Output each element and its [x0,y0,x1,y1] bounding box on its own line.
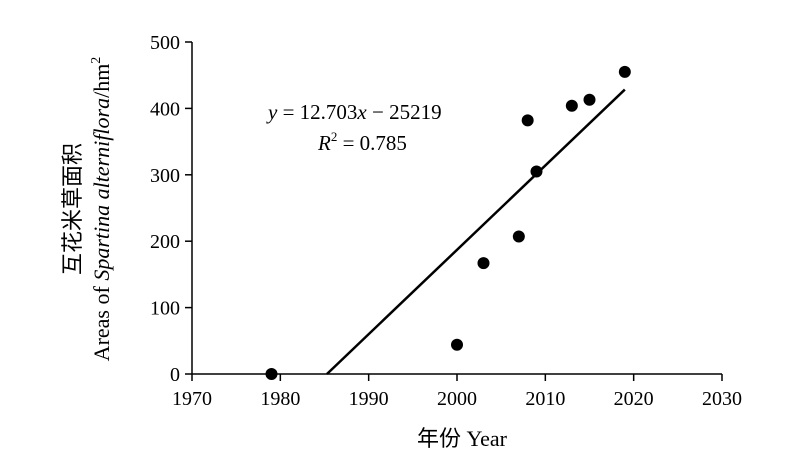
r-var: R [317,131,331,155]
y-tick-label: 300 [150,165,180,187]
x-tick-label: 2030 [702,388,742,410]
x-tick-label: 2000 [437,388,477,410]
x-tick-label: 1980 [260,388,300,410]
eq-x-var: x [356,100,367,124]
data-point [265,368,278,380]
data-point [477,257,490,270]
r-rest: = 0.785 [337,131,407,155]
eq-y-var: y [266,100,278,124]
data-point [565,99,578,112]
r-squared: R2 = 0.785 [317,129,407,155]
x-tick-label: 2010 [525,388,565,410]
r-sup: 2 [331,129,338,144]
y-tick-label: 500 [150,32,180,54]
y-axis-title-en: Areas of Spartina alterniflora/hm2 [89,57,114,362]
y-axis-title-sup: 2 [89,57,104,64]
x-tick-label: 1970 [172,388,212,410]
data-point [583,93,596,106]
trendline [326,88,626,375]
eq-mid: = 12.703 [277,100,357,124]
data-point [512,230,525,243]
data-points [265,65,631,380]
y-axis-title-species: Spartina alterniflora [89,98,114,281]
x-axis-title: 年份 Year [417,426,508,451]
y-axis-title-prefix: Areas of [89,281,114,362]
y-axis-title-cn: 互花米草面积 [60,143,85,275]
eq-tail: − 25219 [367,100,442,124]
trendline-layer [326,88,626,375]
data-point [521,114,534,127]
y-tick-label: 200 [150,231,180,253]
x-tick-label: 1990 [349,388,389,410]
y-tick-label: 400 [150,98,180,120]
x-tick-label: 2020 [614,388,654,410]
axes [191,42,722,375]
data-point [451,338,463,351]
y-tick-label: 100 [150,298,180,320]
y-axis-title-unit: /hm [89,64,114,98]
regression-equation: y = 12.703x − 25219 [266,100,442,124]
data-point [618,65,631,78]
ticks: 0 100 200 300 400 500 1970 1980 1990 2000 2010 2020… [150,32,742,410]
y-tick-label: 0 [170,364,180,386]
data-point [530,165,543,178]
